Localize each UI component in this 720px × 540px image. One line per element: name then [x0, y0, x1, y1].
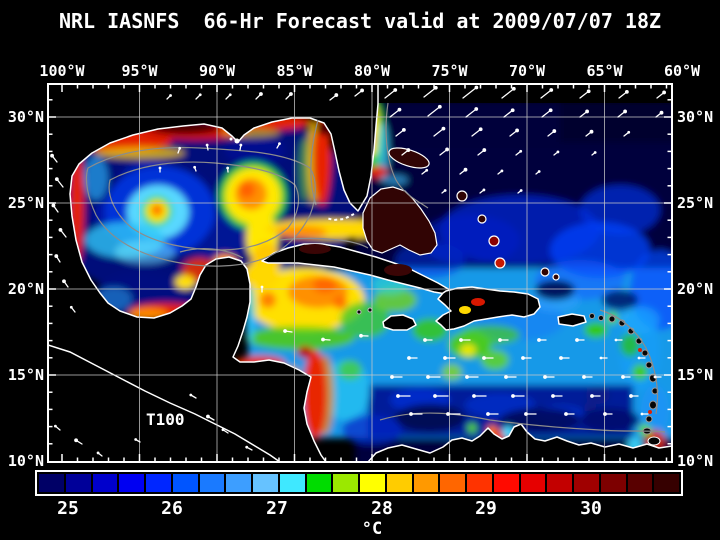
florida-keys — [325, 213, 355, 222]
colorbar-cell — [226, 474, 251, 492]
north-america-coastline — [48, 84, 379, 462]
colorbar-cell — [547, 474, 572, 492]
lon-label: 95°W — [121, 62, 158, 80]
lat-label-left: 25°N — [7, 194, 44, 212]
lon-label: 100°W — [39, 62, 85, 80]
colorbar-cell — [92, 474, 118, 492]
colorbar-cell — [574, 474, 599, 492]
colorbar-cell — [333, 474, 358, 492]
lon-label: 85°W — [276, 62, 313, 80]
landmasses — [48, 84, 672, 462]
bathymetry-contours — [85, 102, 666, 433]
graticule — [48, 84, 672, 462]
colorbar-cell — [306, 474, 332, 492]
colorbar-unit: °C — [361, 519, 383, 539]
colorbar-tick-label: 29 — [475, 498, 497, 519]
colorbar-cell — [654, 474, 679, 492]
colorbar-cell — [172, 474, 198, 492]
colorbar-cell — [119, 474, 144, 492]
lon-label: 65°W — [586, 62, 623, 80]
lon-label: 80°W — [353, 62, 391, 80]
puerto-rico — [557, 313, 587, 327]
colorbar-cell — [520, 474, 546, 492]
colorbar-cell — [600, 474, 626, 492]
lesser-antilles — [356, 307, 661, 446]
colorbar-cell — [440, 474, 465, 492]
colorbar-tick-label: 30 — [580, 498, 602, 519]
colorbar-tick-label: 26 — [161, 498, 183, 519]
colorbar-cell — [39, 474, 64, 492]
lat-label-right: 15°N — [677, 366, 714, 384]
colorbar-cell — [199, 474, 225, 492]
map-frame — [47, 83, 673, 463]
south-america-coastline — [367, 423, 672, 462]
colorbar-cell — [627, 474, 653, 492]
lon-label: 90°W — [198, 62, 236, 80]
lat-label-right: 25°N — [677, 194, 714, 212]
colorbar — [35, 470, 683, 496]
colorbar-cell — [493, 474, 519, 492]
colorbar-cell — [253, 474, 278, 492]
colorbar-cell — [386, 474, 412, 492]
vector-arrows — [50, 85, 666, 457]
axis-ticks — [48, 84, 672, 462]
lon-label: 60°W — [663, 62, 701, 80]
colorbar-cell — [467, 474, 492, 492]
jamaica — [382, 314, 417, 331]
lon-label: 70°W — [508, 62, 546, 80]
colorbar-cell — [279, 474, 305, 492]
lat-label-left: 30°N — [7, 108, 44, 126]
colorbar-tick-label: 28 — [371, 498, 393, 519]
lat-label-left: 15°N — [7, 366, 44, 384]
lat-label-right: 20°N — [677, 280, 714, 298]
lat-label-right: 10°N — [677, 452, 714, 470]
colorbar-tick-label: 27 — [266, 498, 288, 519]
colorbar-cell — [360, 474, 385, 492]
colorbar-cell — [413, 474, 439, 492]
lat-label-right: 30°N — [677, 108, 714, 126]
colorbar-cell — [146, 474, 171, 492]
plot-title: NRL IASNFS 66-Hr Forecast valid at 2009/… — [58, 9, 662, 33]
field-annotation: T100 — [146, 410, 185, 429]
island-details — [229, 137, 485, 314]
lat-label-left: 10°N — [7, 452, 44, 470]
bahama-banks — [362, 147, 560, 281]
lat-label-left: 20°N — [7, 280, 44, 298]
colorbar-labels: 25 26 27 28 29 30 — [35, 498, 683, 520]
colorbar-tick-label: 25 — [57, 498, 79, 519]
pacific-coastline — [48, 344, 281, 462]
colorbar-cell — [65, 474, 91, 492]
lon-label: 75°W — [431, 62, 468, 80]
